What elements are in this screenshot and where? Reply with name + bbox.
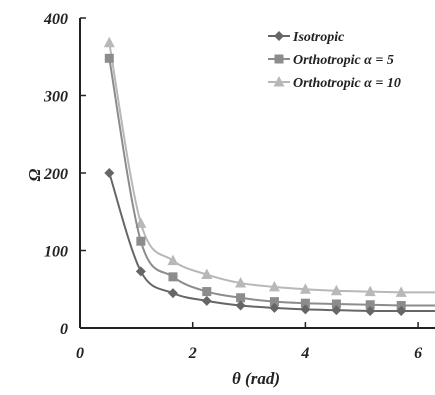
data-point <box>365 300 375 310</box>
data-point <box>135 266 146 277</box>
data-point <box>104 53 114 63</box>
legend-swatch-marker <box>274 54 284 64</box>
data-point <box>396 301 406 311</box>
series-2 <box>103 36 435 297</box>
y-tick-label: 400 <box>43 11 68 28</box>
data-point <box>136 236 146 246</box>
legend-swatch-marker <box>273 76 285 87</box>
data-point <box>269 297 279 307</box>
y-tick-label: 0 <box>60 321 68 338</box>
legend-item: Orthotropic α = 10 <box>268 76 401 91</box>
data-point <box>103 36 115 48</box>
legend-label: Orthotropic α = 5 <box>293 53 394 68</box>
y-tick-label: 200 <box>43 166 68 183</box>
legend-item: Orthotropic α = 5 <box>268 53 394 68</box>
ticks: 0 100 200 300 400 0 2 4 6 <box>43 11 422 362</box>
data-point <box>104 168 115 178</box>
x-tick-label: 6 <box>414 345 422 362</box>
data-point <box>202 287 212 297</box>
data-point <box>396 305 407 316</box>
y-tick-label: 100 <box>44 244 68 261</box>
legend-label: Orthotropic α = 10 <box>293 76 401 91</box>
x-tick-label: 2 <box>188 345 197 362</box>
series-line <box>108 172 435 313</box>
data-point <box>168 272 178 282</box>
data-point <box>135 217 147 228</box>
data-point <box>300 304 311 315</box>
x-tick-label: 4 <box>300 345 309 362</box>
y-axis-title: Ω <box>25 168 44 181</box>
data-point <box>395 286 407 297</box>
data-point <box>331 299 341 309</box>
data-point <box>236 293 246 303</box>
data-point <box>167 254 179 266</box>
y-tick-label: 300 <box>43 89 68 106</box>
series-1 <box>104 53 435 311</box>
series-line <box>108 58 435 307</box>
data-point <box>331 305 342 316</box>
series-layer <box>103 36 435 316</box>
data-point <box>167 288 178 299</box>
legend-item: Isotropic <box>268 30 345 45</box>
data-point <box>201 268 213 280</box>
legend-label: Isotropic <box>292 30 345 45</box>
data-point <box>299 283 311 294</box>
series-0 <box>104 168 435 316</box>
data-point <box>235 277 247 288</box>
data-point <box>201 295 212 306</box>
data-point <box>235 300 246 311</box>
data-point <box>364 285 376 297</box>
data-point <box>300 298 310 308</box>
data-point <box>268 280 280 292</box>
data-point <box>269 302 280 313</box>
x-tick-label: 0 <box>76 345 84 362</box>
data-point <box>365 305 376 316</box>
legend: Isotropic Orthotropic α = 5 Orthotropic α … <box>268 30 401 91</box>
x-axis-title: θ (rad) <box>232 369 280 388</box>
legend-swatch-marker <box>274 31 284 41</box>
data-point <box>330 284 342 296</box>
